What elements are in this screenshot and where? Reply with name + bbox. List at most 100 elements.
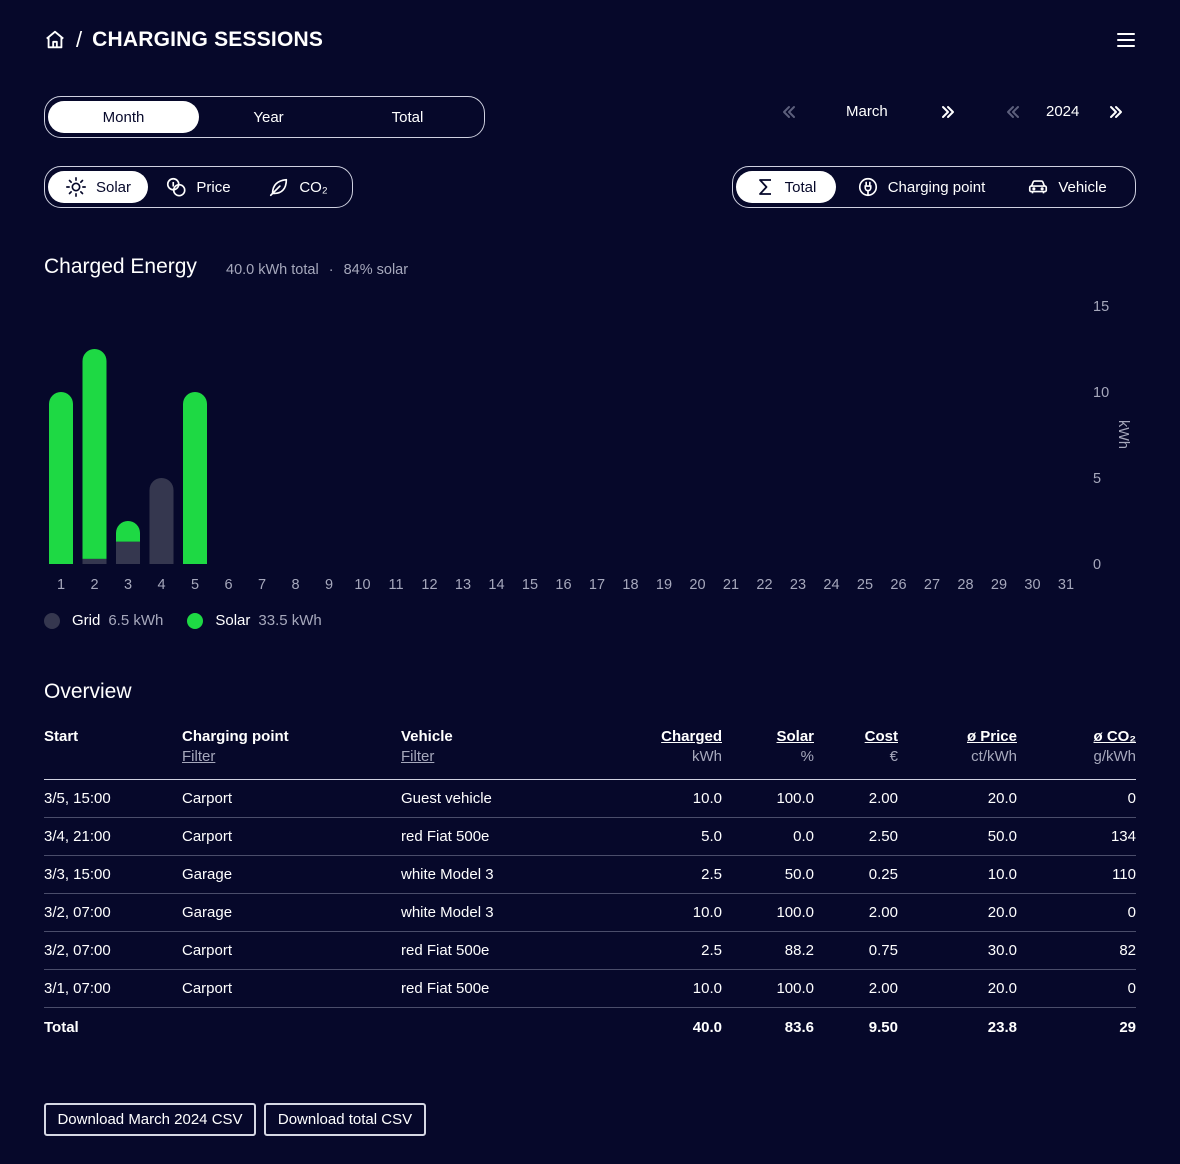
home-icon[interactable] — [44, 29, 66, 51]
sort-charged-link[interactable]: Charged — [661, 728, 722, 745]
table-cell: 0 — [1017, 779, 1136, 818]
sort-co2-link[interactable]: ø CO₂ — [1093, 728, 1137, 745]
car-icon — [1027, 176, 1049, 198]
x-tick-label: 30 — [1024, 577, 1040, 593]
table-cell: Carport — [182, 969, 401, 1008]
x-tick-label: 16 — [555, 577, 571, 593]
breadcrumb-separator: / — [76, 27, 83, 52]
tab-co2[interactable]: CO₂ — [248, 171, 348, 203]
bar-day-2[interactable] — [82, 349, 107, 564]
table-row: 3/2, 07:00 Carport red Fiat 500e 2.5 88.2 0.7… — [44, 931, 1136, 970]
x-tick-label: 9 — [325, 577, 333, 593]
vehicle-filter-link[interactable]: Filter — [401, 748, 435, 765]
x-tick-label: 25 — [857, 577, 873, 593]
leaf-icon — [268, 176, 290, 198]
column-cost-unit: € — [889, 748, 898, 765]
x-tick-label: 26 — [890, 577, 906, 593]
total-cell — [401, 1007, 606, 1046]
previous-month-icon[interactable] — [778, 101, 800, 123]
table-cell: 10.0 — [606, 893, 722, 932]
sessions-table: Start Charging point Filter Vehicle Filter… — [44, 728, 1136, 1046]
x-tick-label: 15 — [522, 577, 538, 593]
x-tick-label: 12 — [421, 577, 437, 593]
bar-day-5[interactable] — [183, 392, 207, 564]
chart-subtitle-separator: · — [328, 262, 334, 278]
legend-grid-value: 6.5 kWh — [108, 612, 164, 629]
table-cell: 2.00 — [814, 779, 898, 818]
tab-vehicle-label: Vehicle — [1058, 178, 1107, 196]
x-tick-label: 13 — [455, 577, 471, 593]
tab-month[interactable]: Month — [48, 101, 199, 133]
x-tick-label: 19 — [656, 577, 672, 593]
x-tick-label: 10 — [354, 577, 370, 593]
solar-dot — [187, 612, 204, 629]
charging-point-filter-link[interactable]: Filter — [182, 748, 216, 765]
sort-solar-link[interactable]: Solar — [776, 728, 814, 745]
bar-segment-solar — [183, 392, 207, 564]
table-cell: Garage — [182, 893, 401, 932]
total-cell — [182, 1007, 401, 1046]
year-label: 2024 — [1046, 103, 1080, 120]
y-tick-label: 5 — [1093, 471, 1101, 487]
table-row: 3/1, 07:00 Carport red Fiat 500e 10.0 100.0 2… — [44, 969, 1136, 1008]
x-tick-label: 20 — [689, 577, 705, 593]
x-tick-label: 8 — [291, 577, 299, 593]
table-cell: 20.0 — [898, 893, 1017, 932]
column-solar: Solar% — [722, 728, 814, 780]
table-cell: 3/2, 07:00 — [44, 931, 182, 970]
bar-day-4[interactable] — [149, 478, 174, 564]
next-month-icon[interactable] — [937, 101, 959, 123]
table-cell: 20.0 — [898, 969, 1017, 1008]
table-cell: 3/5, 15:00 — [44, 779, 182, 818]
x-tick-label: 29 — [991, 577, 1007, 593]
hamburger-menu-icon[interactable] — [1116, 30, 1136, 50]
metric-tabs: Solar Price CO₂ — [44, 166, 353, 208]
next-year-icon[interactable] — [1105, 101, 1127, 123]
table-cell: 3/4, 21:00 — [44, 817, 182, 856]
tab-group-total[interactable]: Total — [736, 171, 836, 203]
legend-solar[interactable]: Solar 33.5 kWh — [187, 612, 322, 629]
table-row: 3/5, 15:00 Carport Guest vehicle 10.0 100.0 2… — [44, 779, 1136, 818]
tab-total[interactable]: Total — [338, 101, 477, 133]
tab-year[interactable]: Year — [199, 101, 338, 133]
column-price-unit: ct/kWh — [971, 748, 1017, 765]
x-tick-label: 2 — [90, 577, 98, 593]
legend-grid[interactable]: Grid 6.5 kWh — [44, 612, 163, 629]
x-tick-label: 24 — [823, 577, 839, 593]
sort-cost-link[interactable]: Cost — [864, 728, 898, 745]
sun-icon — [65, 176, 87, 198]
table-cell: 2.50 — [814, 817, 898, 856]
download-month-csv-button[interactable]: Download March 2024 CSV — [44, 1103, 256, 1136]
tab-group-total-label: Total — [784, 178, 817, 196]
sort-price-link[interactable]: ø Price — [966, 728, 1017, 745]
table-cell: 100.0 — [722, 779, 814, 818]
column-vehicle-label: Vehicle — [401, 728, 453, 745]
table-cell: 0 — [1017, 969, 1136, 1008]
column-vehicle: Vehicle Filter — [401, 728, 606, 780]
tab-solar[interactable]: Solar — [48, 171, 148, 203]
table-cell: 10.0 — [606, 969, 722, 1008]
bar-day-3[interactable] — [116, 521, 140, 564]
download-total-csv-button[interactable]: Download total CSV — [264, 1103, 426, 1136]
table-cell: 82 — [1017, 931, 1136, 970]
table-cell: 88.2 — [722, 931, 814, 970]
bar-segment-grid — [149, 478, 174, 564]
total-cell: 40.0 — [606, 1007, 722, 1046]
table-cell: 0.75 — [814, 931, 898, 970]
previous-year-icon[interactable] — [1002, 101, 1024, 123]
table-cell: 20.0 — [898, 779, 1017, 818]
table-cell: red Fiat 500e — [401, 969, 606, 1008]
total-cell: Total — [44, 1007, 182, 1046]
table-cell: 3/3, 15:00 — [44, 855, 182, 894]
table-row: 3/4, 21:00 Carport red Fiat 500e 5.0 0.0 2.50… — [44, 817, 1136, 856]
table-cell: white Model 3 — [401, 893, 606, 932]
tab-charging-point[interactable]: Charging point — [836, 171, 1006, 203]
x-tick-label: 18 — [622, 577, 638, 593]
tab-vehicle[interactable]: Vehicle — [1006, 171, 1128, 203]
table-cell: 50.0 — [898, 817, 1017, 856]
x-tick-label: 7 — [258, 577, 266, 593]
tab-price[interactable]: Price — [148, 171, 248, 203]
bar-day-1[interactable] — [49, 392, 73, 564]
chart-legend: Grid 6.5 kWh Solar 33.5 kWh — [44, 612, 322, 629]
table-cell: 0.25 — [814, 855, 898, 894]
